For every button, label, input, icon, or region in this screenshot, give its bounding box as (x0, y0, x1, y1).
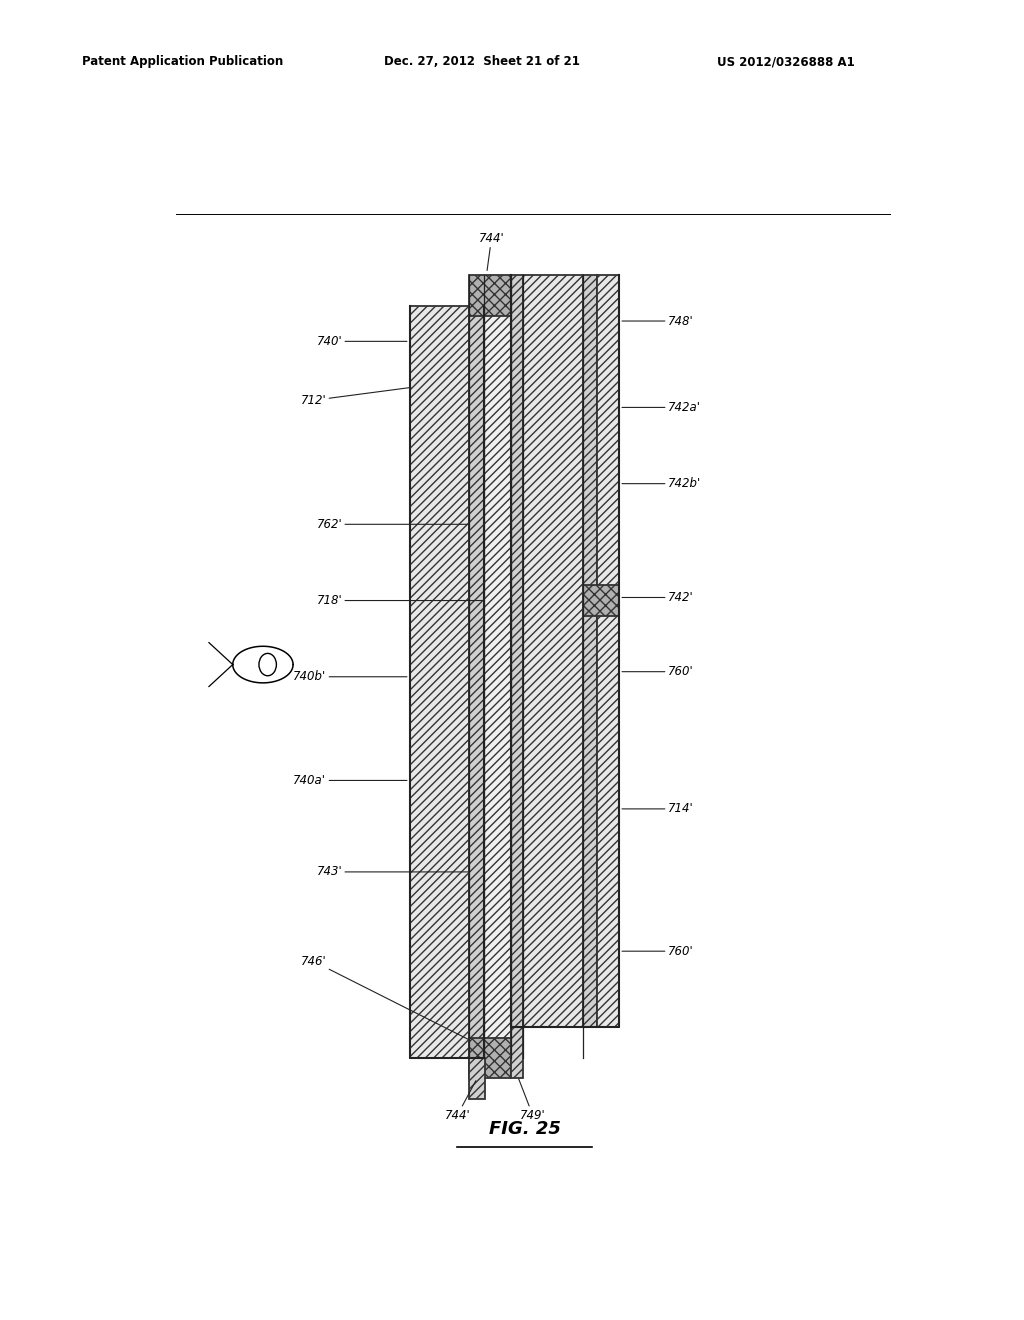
Text: Dec. 27, 2012  Sheet 21 of 21: Dec. 27, 2012 Sheet 21 of 21 (384, 55, 580, 69)
Text: 742b': 742b' (622, 477, 700, 490)
Text: 760': 760' (622, 945, 693, 958)
Text: 742': 742' (622, 591, 693, 605)
Text: 742a': 742a' (622, 401, 700, 414)
Bar (483, 306, 511, 1057)
Text: 740b': 740b' (293, 671, 407, 684)
Text: 746': 746' (301, 954, 468, 1039)
Bar (511, 276, 523, 1027)
Text: 740a': 740a' (294, 774, 407, 787)
Text: 718': 718' (316, 594, 482, 607)
Bar (583, 585, 620, 615)
Text: 748': 748' (622, 314, 693, 327)
Bar (469, 306, 483, 1057)
Text: FIG. 25: FIG. 25 (488, 1121, 561, 1138)
Bar (523, 276, 583, 1027)
Text: US 2012/0326888 A1: US 2012/0326888 A1 (717, 55, 855, 69)
Bar (469, 1038, 511, 1078)
Bar (597, 276, 620, 1027)
Bar (469, 1057, 485, 1098)
Text: 744': 744' (478, 232, 505, 271)
Text: Patent Application Publication: Patent Application Publication (82, 55, 284, 69)
Bar (410, 306, 469, 1057)
Text: 760': 760' (622, 665, 693, 678)
Bar (583, 276, 597, 1027)
Text: 743': 743' (316, 866, 468, 878)
Text: 714': 714' (622, 803, 693, 816)
Text: 762': 762' (316, 517, 468, 531)
Bar (511, 1027, 523, 1078)
Text: 744': 744' (444, 1081, 476, 1122)
Text: 740': 740' (316, 335, 407, 348)
Text: 749': 749' (519, 1078, 546, 1122)
Text: 712': 712' (301, 388, 411, 407)
Bar (469, 276, 511, 315)
